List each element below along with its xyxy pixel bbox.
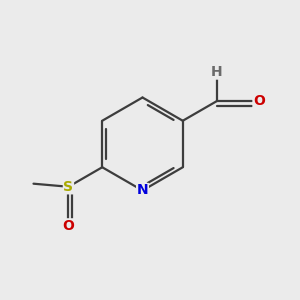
Text: N: N: [137, 184, 148, 197]
Text: S: S: [64, 180, 74, 194]
Text: O: O: [62, 219, 74, 233]
Text: O: O: [253, 94, 265, 108]
Text: H: H: [211, 65, 222, 79]
